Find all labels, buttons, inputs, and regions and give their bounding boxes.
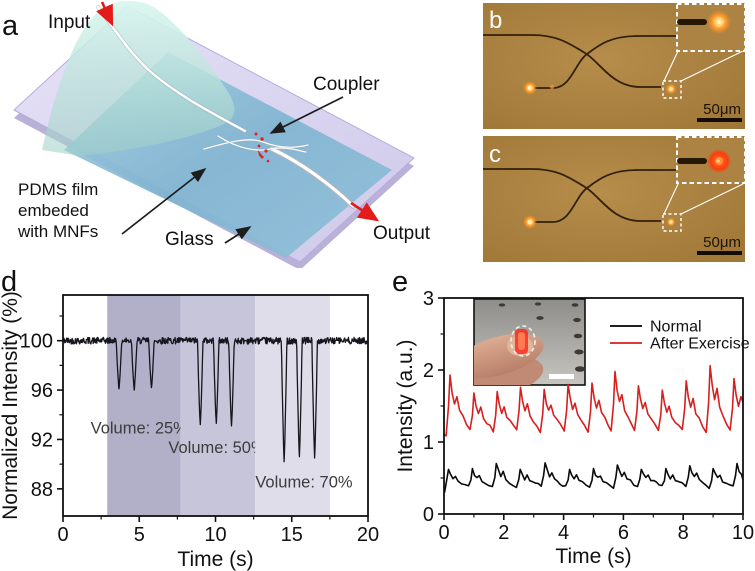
optical-fiber (96, 5, 356, 209)
x-tick-label: 0 (438, 522, 449, 544)
light-scatter-spots-c (523, 215, 676, 229)
band-label-0: Volume: 25% (91, 419, 189, 437)
coupler-label: Coupler (313, 74, 380, 95)
output-label: Output (373, 223, 431, 244)
panel-e-chart: 0 2 4 6 8 10 0 1 2 3 Time (s) Intensity (a.u.) Norma… (394, 288, 754, 568)
micrograph-c-label: c (489, 141, 501, 168)
y-tick-label: 3 (423, 288, 434, 310)
chart-e-content: 0 2 4 6 8 10 0 1 2 3 Time (s) Intensity (a.u.) Norma… (394, 288, 754, 568)
sensor-dashed-circle (510, 325, 536, 357)
coupler-fibers (202, 134, 310, 154)
glass-label: Glass (165, 229, 214, 250)
x-tick-label: 6 (618, 522, 629, 544)
pdms-label-line2: embeded (18, 201, 89, 220)
pdms-film-curl (42, 0, 235, 156)
chart-d-content: Volume: 25% Volume: 50% Volume: 70% 0 5 10 15 2… (0, 291, 379, 571)
scale-bar-c: 50μm (697, 234, 742, 255)
x-axis-label: Time (s) (177, 548, 253, 571)
mnf-coupler-fibers-b (483, 34, 676, 89)
legend-label: Normal (650, 319, 702, 336)
scale-bar-b-label: 50μm (703, 101, 741, 118)
band-label-2: Volume: 70% (255, 474, 353, 492)
y-axis-label: Normalized Intensity (%) (0, 291, 22, 520)
pdms-arrow-icon (121, 167, 207, 235)
x-tick-label: 15 (281, 524, 303, 546)
panel-a-label: a (2, 10, 19, 42)
x-tick-label: 20 (357, 524, 379, 546)
y-tick-label: 1 (423, 432, 434, 454)
x-tick-label: 5 (134, 524, 145, 546)
pdms-label-line1: PDMS film (18, 180, 98, 199)
series-after-exercise (443, 364, 744, 437)
scale-bar-c-label: 50μm (703, 234, 741, 251)
panel-e-label: e (392, 266, 409, 298)
band-label-1: Volume: 50% (168, 439, 266, 457)
coupler-arrow-icon (269, 96, 344, 134)
x-tick-label: 2 (498, 522, 509, 544)
micrograph-b-label: b (489, 7, 502, 34)
panel-d-chart: Volume: 25% Volume: 50% Volume: 70% 0 5 10 15 2… (0, 291, 379, 571)
panel-c-micrograph: c 50μm (483, 136, 745, 262)
pdms-label-line3: with MNFs (17, 222, 98, 241)
band-1 (180, 295, 256, 516)
zoom-callout-c (662, 136, 745, 232)
y-tick-label: 100 (20, 331, 53, 353)
x-tick-label: 4 (558, 522, 569, 544)
input-label: Input (48, 12, 91, 33)
zoom-callout-b (662, 3, 745, 99)
finger-photo-inset (473, 298, 586, 386)
x-tick-label: 0 (57, 524, 68, 546)
legend-label: After Exercise (650, 336, 750, 353)
series-normal (443, 462, 744, 494)
y-tick-label: 88 (31, 479, 53, 501)
band-2 (255, 295, 330, 516)
output-arrow-icon (350, 201, 380, 222)
y-tick-label: 2 (423, 360, 434, 382)
breadboard-holes (498, 302, 585, 372)
x-axis-label: Time (s) (555, 545, 631, 568)
light-scatter-spots-b (523, 81, 677, 95)
inset-scale-bar (549, 374, 574, 379)
intensity-trace (62, 336, 369, 463)
sensor-red-glow (515, 329, 528, 354)
y-tick-label: 0 (423, 504, 434, 526)
x-tick-label: 10 (204, 524, 226, 546)
x-tick-label: 10 (732, 522, 754, 544)
coupler-scatter-marks (254, 132, 270, 163)
glass-arrow-icon (224, 226, 252, 244)
mnf-coupler-fibers-c (483, 168, 676, 223)
band-0 (107, 295, 181, 516)
y-tick-label: 96 (31, 380, 53, 402)
y-tick-label: 92 (31, 429, 53, 451)
scale-bar-b: 50μm (697, 101, 742, 122)
panel-d-label: d (1, 266, 18, 298)
x-tick-label: 8 (678, 522, 689, 544)
y-axis-label: Intensity (a.u.) (394, 339, 417, 472)
panel-b-micrograph: b 50μm (483, 3, 745, 129)
input-arrow-icon (96, 1, 114, 27)
panel-a-schematic: Input Coupler PDMS film embeded with MNF… (13, 0, 431, 268)
